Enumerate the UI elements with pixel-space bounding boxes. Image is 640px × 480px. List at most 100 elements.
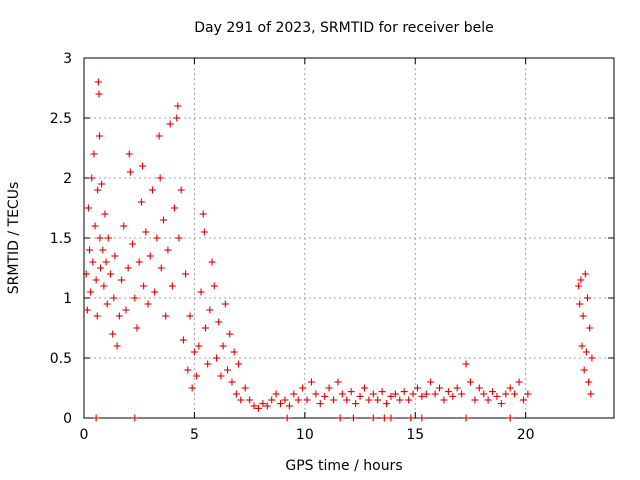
data-point bbox=[195, 342, 203, 350]
data-point bbox=[144, 300, 152, 308]
data-point bbox=[100, 282, 108, 290]
data-point bbox=[160, 216, 167, 224]
data-point bbox=[197, 288, 205, 296]
data-point bbox=[312, 390, 320, 398]
data-point bbox=[166, 120, 174, 128]
data-point bbox=[217, 372, 225, 380]
data-point bbox=[396, 396, 404, 404]
data-point bbox=[506, 384, 514, 392]
data-point bbox=[575, 282, 583, 290]
data-point bbox=[95, 90, 103, 98]
data-point bbox=[418, 392, 426, 400]
data-point bbox=[581, 270, 589, 278]
data-point bbox=[86, 246, 94, 254]
data-point bbox=[356, 392, 364, 400]
data-point bbox=[157, 264, 165, 272]
data-point bbox=[277, 400, 285, 408]
data-point bbox=[89, 258, 97, 266]
data-point bbox=[204, 360, 212, 368]
data-point bbox=[226, 330, 234, 338]
data-point bbox=[338, 390, 346, 398]
data-point bbox=[237, 396, 245, 404]
data-point bbox=[316, 400, 324, 408]
data-point bbox=[94, 78, 102, 86]
data-point bbox=[453, 384, 461, 392]
data-point bbox=[405, 396, 413, 404]
data-point bbox=[90, 150, 98, 158]
data-point-zero bbox=[462, 414, 470, 422]
data-point bbox=[576, 300, 584, 308]
data-point bbox=[174, 102, 182, 110]
data-point-zero bbox=[336, 414, 344, 422]
data-point bbox=[122, 306, 130, 314]
x-tick-label: 5 bbox=[190, 427, 199, 443]
data-point bbox=[519, 396, 527, 404]
data-point bbox=[584, 294, 591, 302]
x-tick-label: 20 bbox=[517, 427, 535, 443]
data-point bbox=[303, 396, 311, 404]
data-point bbox=[142, 228, 150, 236]
data-point bbox=[524, 390, 532, 398]
data-point bbox=[374, 396, 382, 404]
data-point bbox=[285, 402, 293, 410]
grid bbox=[84, 58, 614, 418]
data-point bbox=[281, 396, 289, 404]
data-point bbox=[129, 240, 137, 248]
data-point bbox=[449, 392, 457, 400]
data-point bbox=[577, 276, 585, 284]
data-point bbox=[168, 282, 176, 290]
data-point bbox=[458, 390, 466, 398]
data-point bbox=[140, 282, 148, 290]
data-point bbox=[102, 258, 110, 266]
data-point bbox=[250, 402, 258, 410]
data-point bbox=[400, 388, 408, 396]
data-point bbox=[587, 390, 595, 398]
data-point bbox=[360, 384, 368, 392]
data-point bbox=[588, 354, 596, 362]
data-point bbox=[343, 396, 351, 404]
data-point bbox=[497, 400, 505, 408]
data-point-zero bbox=[369, 414, 377, 422]
data-point bbox=[440, 396, 448, 404]
axis-ticks: 0 5 10 15 20 0 0.5 1 1.5 2 2.5 3 bbox=[50, 51, 614, 443]
data-point bbox=[365, 396, 373, 404]
data-point bbox=[94, 186, 102, 194]
data-point bbox=[131, 294, 139, 302]
y-tick-label: 0.5 bbox=[50, 351, 72, 367]
data-point bbox=[126, 168, 134, 176]
y-tick-label: 1.5 bbox=[50, 231, 72, 247]
data-point bbox=[95, 132, 103, 140]
data-point bbox=[462, 360, 470, 368]
data-point bbox=[321, 392, 329, 400]
data-point bbox=[206, 306, 214, 314]
data-point bbox=[290, 390, 298, 398]
data-point bbox=[431, 390, 439, 398]
data-point bbox=[307, 378, 315, 386]
data-point bbox=[511, 390, 519, 398]
data-point bbox=[484, 396, 492, 404]
x-axis-label: GPS time / hours bbox=[285, 458, 402, 474]
data-point bbox=[391, 390, 399, 398]
data-point bbox=[466, 378, 474, 386]
data-point bbox=[352, 400, 360, 408]
data-point bbox=[263, 402, 271, 410]
data-point bbox=[246, 396, 254, 404]
data-point bbox=[164, 246, 172, 254]
data-point bbox=[184, 366, 192, 374]
data-point bbox=[96, 234, 104, 242]
data-point bbox=[436, 384, 444, 392]
data-point bbox=[111, 252, 119, 260]
data-point bbox=[493, 392, 501, 400]
data-point bbox=[115, 312, 123, 320]
data-point bbox=[97, 264, 105, 272]
data-point bbox=[241, 384, 249, 392]
data-point bbox=[109, 330, 117, 338]
data-point bbox=[175, 234, 183, 242]
data-point bbox=[162, 312, 170, 320]
data-point bbox=[155, 132, 163, 140]
data-point bbox=[84, 204, 92, 212]
data-point bbox=[585, 378, 593, 386]
data-point-zero bbox=[387, 414, 395, 422]
data-point bbox=[87, 288, 95, 296]
